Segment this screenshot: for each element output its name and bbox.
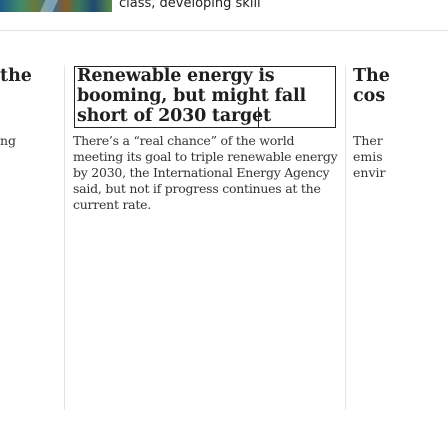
left-body-fragment: ng: [0, 133, 17, 148]
thumbnail-image[interactable]: [0, 0, 112, 12]
right-headline-line: cos: [353, 86, 386, 106]
top-caption[interactable]: class, developing skill: [119, 0, 261, 11]
headline-highlight-box: [73, 66, 336, 128]
left-headline-fragment[interactable]: the: [0, 66, 32, 86]
column-divider-left: [64, 65, 65, 410]
column-divider-right: [345, 65, 346, 410]
section-divider: [0, 30, 448, 31]
right-headline-line: The: [353, 66, 390, 86]
right-body-line: envir: [353, 165, 386, 180]
right-body-line: emis: [353, 149, 383, 164]
top-strip: class, developing skill: [0, 0, 448, 18]
right-body-line: Ther: [353, 133, 383, 148]
article-headline[interactable]: Renewable energy is booming, but might f…: [77, 66, 306, 126]
article-summary: There’s a “real chance” of the world mee…: [73, 133, 338, 212]
right-headline-fragment[interactable]: The cos: [353, 66, 448, 106]
right-body-fragment: Ther emis envir: [353, 133, 448, 181]
